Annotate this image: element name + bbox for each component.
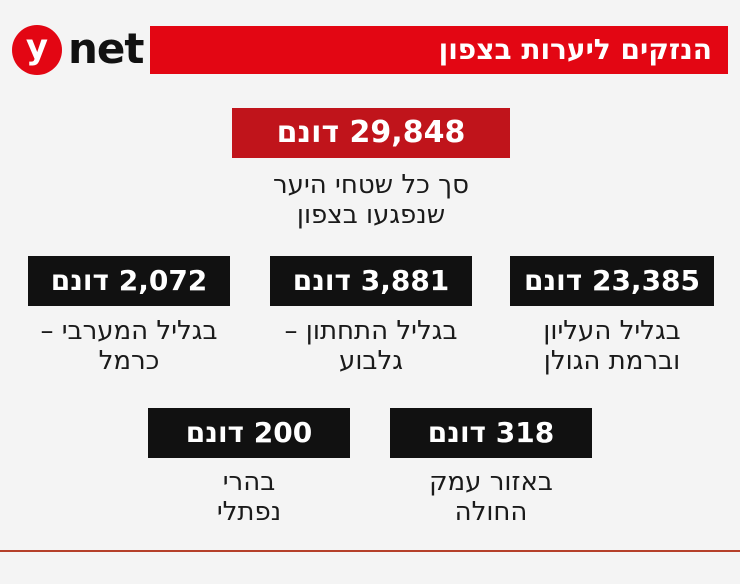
page-title: הנזקים ליערות בצפון [438,33,712,66]
area-label-line1: בגליל המערבי – [40,316,218,346]
area-label-line2: כרמל [98,346,160,376]
area-label-line1: באזור עמק [429,467,553,497]
total-label: סך כל שטחי היער שנפגעו בצפון [195,170,547,230]
area-label-line1: בהרי [222,467,276,497]
area-label-hula-valley: באזור עמק החולה [371,467,611,527]
area-label-western-galilee: בגליל המערבי – כרמל [4,316,254,376]
area-value-upper-galilee: 23,385 דונם [510,256,714,306]
total-value-box: 29,848 דונם [232,108,510,158]
area-label-line1: בגליל התחתון – [284,316,458,346]
area-value-western-galilee: 2,072 דונם [28,256,230,306]
area-label-lower-galilee: בגליל התחתון – גלבוע [251,316,491,376]
area-label-line2: החולה [454,497,528,527]
header: y net הנזקים ליערות בצפון [12,22,728,78]
area-value-naftali-mountains: 200 דונם [148,408,350,458]
area-label-naftali-mountains: בהרי נפתלי [129,467,369,527]
total-label-line1: סך כל שטחי היער [273,170,469,200]
area-label-line2: נפתלי [216,497,282,527]
ynet-logo-wordmark: net [68,24,144,73]
ynet-logo-mark: y [12,25,62,75]
area-label-line2: גלבוע [339,346,403,376]
area-label-upper-galilee: בגליל העליון וברמת הגולן [490,316,734,376]
bottom-divider [0,550,740,552]
title-bar: הנזקים ליערות בצפון [150,26,728,74]
area-value-hula-valley: 318 דונם [390,408,592,458]
area-label-line2: וברמת הגולן [543,346,681,376]
area-value-lower-galilee: 3,881 דונם [270,256,472,306]
total-label-line2: שנפגעו בצפון [296,200,446,230]
ynet-logo[interactable]: y net [12,22,150,78]
area-label-line1: בגליל העליון [543,316,681,346]
